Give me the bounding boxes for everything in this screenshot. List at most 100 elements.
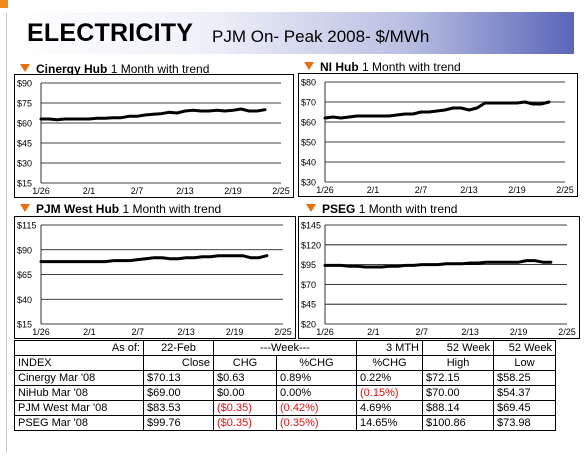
x-tick-label: 2/25 xyxy=(556,185,574,195)
index-cell: PSEG Mar '08 xyxy=(14,415,144,431)
table-row: PSEG Mar '08 $99.76 ($0.35) (0.35%) 14.6… xyxy=(14,415,556,431)
x-tick-label: 2/1 xyxy=(83,327,96,337)
series-line xyxy=(323,259,553,269)
close-header: Close xyxy=(143,355,214,371)
x-tick-label: 2/1 xyxy=(83,186,96,196)
y-tick-label: $90 xyxy=(17,245,32,255)
y-tick-label: $70 xyxy=(301,280,316,290)
price-table: As of: 22-Feb ---Week--- 3 MTH 52 Week 5… xyxy=(14,340,556,431)
x-tick-label: 2/7 xyxy=(132,327,145,337)
series-line xyxy=(39,107,267,122)
y-tick-label: $60 xyxy=(301,118,316,128)
y-tick-label: $95 xyxy=(301,260,316,270)
high-header: High xyxy=(422,355,494,371)
x-tick-label: 2/7 xyxy=(415,185,428,195)
low-cell: $73.98 xyxy=(493,415,556,431)
x-tick-label: 2/13 xyxy=(460,185,478,195)
triangle-icon xyxy=(20,204,30,212)
y-tick-label: $80 xyxy=(301,78,316,88)
y-tick-label: $50 xyxy=(301,138,316,148)
y-tick-label: $120 xyxy=(301,240,321,250)
close-cell: $69.00 xyxy=(143,385,214,401)
mpchg-cell: (0.15%) xyxy=(356,385,423,401)
table-row: NiHub Mar '08 $69.00 $0.00 0.00% (0.15%)… xyxy=(14,385,556,401)
y-tick-label: $60 xyxy=(17,119,32,129)
x-tick-label: 1/26 xyxy=(316,327,334,337)
table-header-row-2: INDEX Close CHG %CHG %CHG High Low xyxy=(14,355,556,371)
x-tick-label: 2/7 xyxy=(416,327,429,337)
y-tick-label: $20 xyxy=(301,320,316,330)
x-tick-label: 2/1 xyxy=(367,185,380,195)
chart-pseg: $145 $120 $95 $70 $45 $201/26 2/1 2/7 2/13 2/19 2/… xyxy=(298,216,580,339)
series-line xyxy=(323,100,551,120)
low-cell: $69.45 xyxy=(493,400,556,416)
index-cell: NiHub Mar '08 xyxy=(14,385,144,401)
mpchg-cell: 4.69% xyxy=(356,400,423,416)
x-tick-label: 2/25 xyxy=(274,327,292,337)
high-cell: $70.00 xyxy=(422,385,494,401)
asof-label: As of: xyxy=(14,340,144,356)
three-month-header: 3 MTH xyxy=(356,340,423,356)
table-row: Cinergy Mar '08 $70.13 $0.63 0.89% 0.22%… xyxy=(14,370,556,386)
close-cell: $99.76 xyxy=(143,415,214,431)
y-tick-label: $40 xyxy=(17,295,32,305)
chg-header: CHG xyxy=(213,355,277,371)
chart-pjm-west-hub: $115 $90 $65 $40 $151/26 2/1 2/7 2/13 2/19 2/25 xyxy=(14,216,296,339)
chart-title-ni-hub: NI Hub 1 Month with trend xyxy=(304,60,461,74)
chart-title-cinergy: Cinergy Hub 1 Month with trend xyxy=(20,62,209,76)
y-tick-label: $90 xyxy=(17,79,32,89)
y-tick-label: $45 xyxy=(17,139,32,149)
chart-ni-hub: $80 $70 $60 $50 $40 $301/26 2/1 2/7 2/13 2/19 2/25 xyxy=(298,73,578,197)
chart-title-pseg: PSEG 1 Month with trend xyxy=(306,202,457,216)
asof-date: 22-Feb xyxy=(143,340,214,356)
x-tick-label: 2/13 xyxy=(461,327,479,337)
mpchg-cell: 0.22% xyxy=(356,370,423,386)
pchg-cell: 0.00% xyxy=(276,385,357,401)
low-52wk-header: 52 Week xyxy=(493,340,556,356)
x-tick-label: 1/26 xyxy=(32,327,50,337)
low-cell: $58.25 xyxy=(493,370,556,386)
pchg-cell: (0.35%) xyxy=(276,415,357,431)
x-tick-label: 2/19 xyxy=(508,185,526,195)
high-52wk-header: 52 Week xyxy=(422,340,494,356)
left-divider xyxy=(6,13,7,453)
corner-accent xyxy=(0,0,8,8)
y-tick-label: $75 xyxy=(17,99,32,109)
title-band xyxy=(14,12,574,54)
high-cell: $100.86 xyxy=(422,415,494,431)
y-tick-label: $145 xyxy=(301,221,321,231)
x-tick-label: 2/19 xyxy=(226,327,244,337)
triangle-icon xyxy=(20,64,30,72)
close-cell: $70.13 xyxy=(143,370,214,386)
index-cell: Cinergy Mar '08 xyxy=(14,370,144,386)
chg-cell: ($0.35) xyxy=(213,400,277,416)
mpchg-header: %CHG xyxy=(356,355,423,371)
x-tick-label: 2/19 xyxy=(224,186,242,196)
page-title: ELECTRICITY xyxy=(27,19,194,47)
x-tick-label: 2/13 xyxy=(177,327,195,337)
x-tick-label: 2/19 xyxy=(510,327,528,337)
x-tick-label: 2/25 xyxy=(558,327,576,337)
y-tick-label: $115 xyxy=(17,221,36,231)
y-tick-label: $65 xyxy=(17,270,32,280)
pchg-cell: (0.42%) xyxy=(276,400,357,416)
close-cell: $83.53 xyxy=(143,400,214,416)
y-tick-label: $70 xyxy=(301,98,316,108)
table-row: PJM West Mar '08 $83.53 ($0.35) (0.42%) … xyxy=(14,400,556,416)
y-tick-label: $45 xyxy=(301,300,316,310)
triangle-icon xyxy=(306,204,316,212)
pchg-cell: 0.89% xyxy=(276,370,357,386)
high-cell: $72.15 xyxy=(422,370,494,386)
chg-cell: $0.63 xyxy=(213,370,277,386)
x-tick-label: 2/13 xyxy=(176,186,194,196)
series-line xyxy=(39,254,269,264)
chg-cell: $0.00 xyxy=(213,385,277,401)
low-header: Low xyxy=(493,355,556,371)
y-tick-label: $40 xyxy=(301,158,316,168)
index-cell: PJM West Mar '08 xyxy=(14,400,144,416)
triangle-icon xyxy=(304,62,314,70)
table-header-row-1: As of: 22-Feb ---Week--- 3 MTH 52 Week 5… xyxy=(14,340,556,356)
index-header: INDEX xyxy=(14,355,144,371)
y-tick-label: $15 xyxy=(17,179,32,189)
